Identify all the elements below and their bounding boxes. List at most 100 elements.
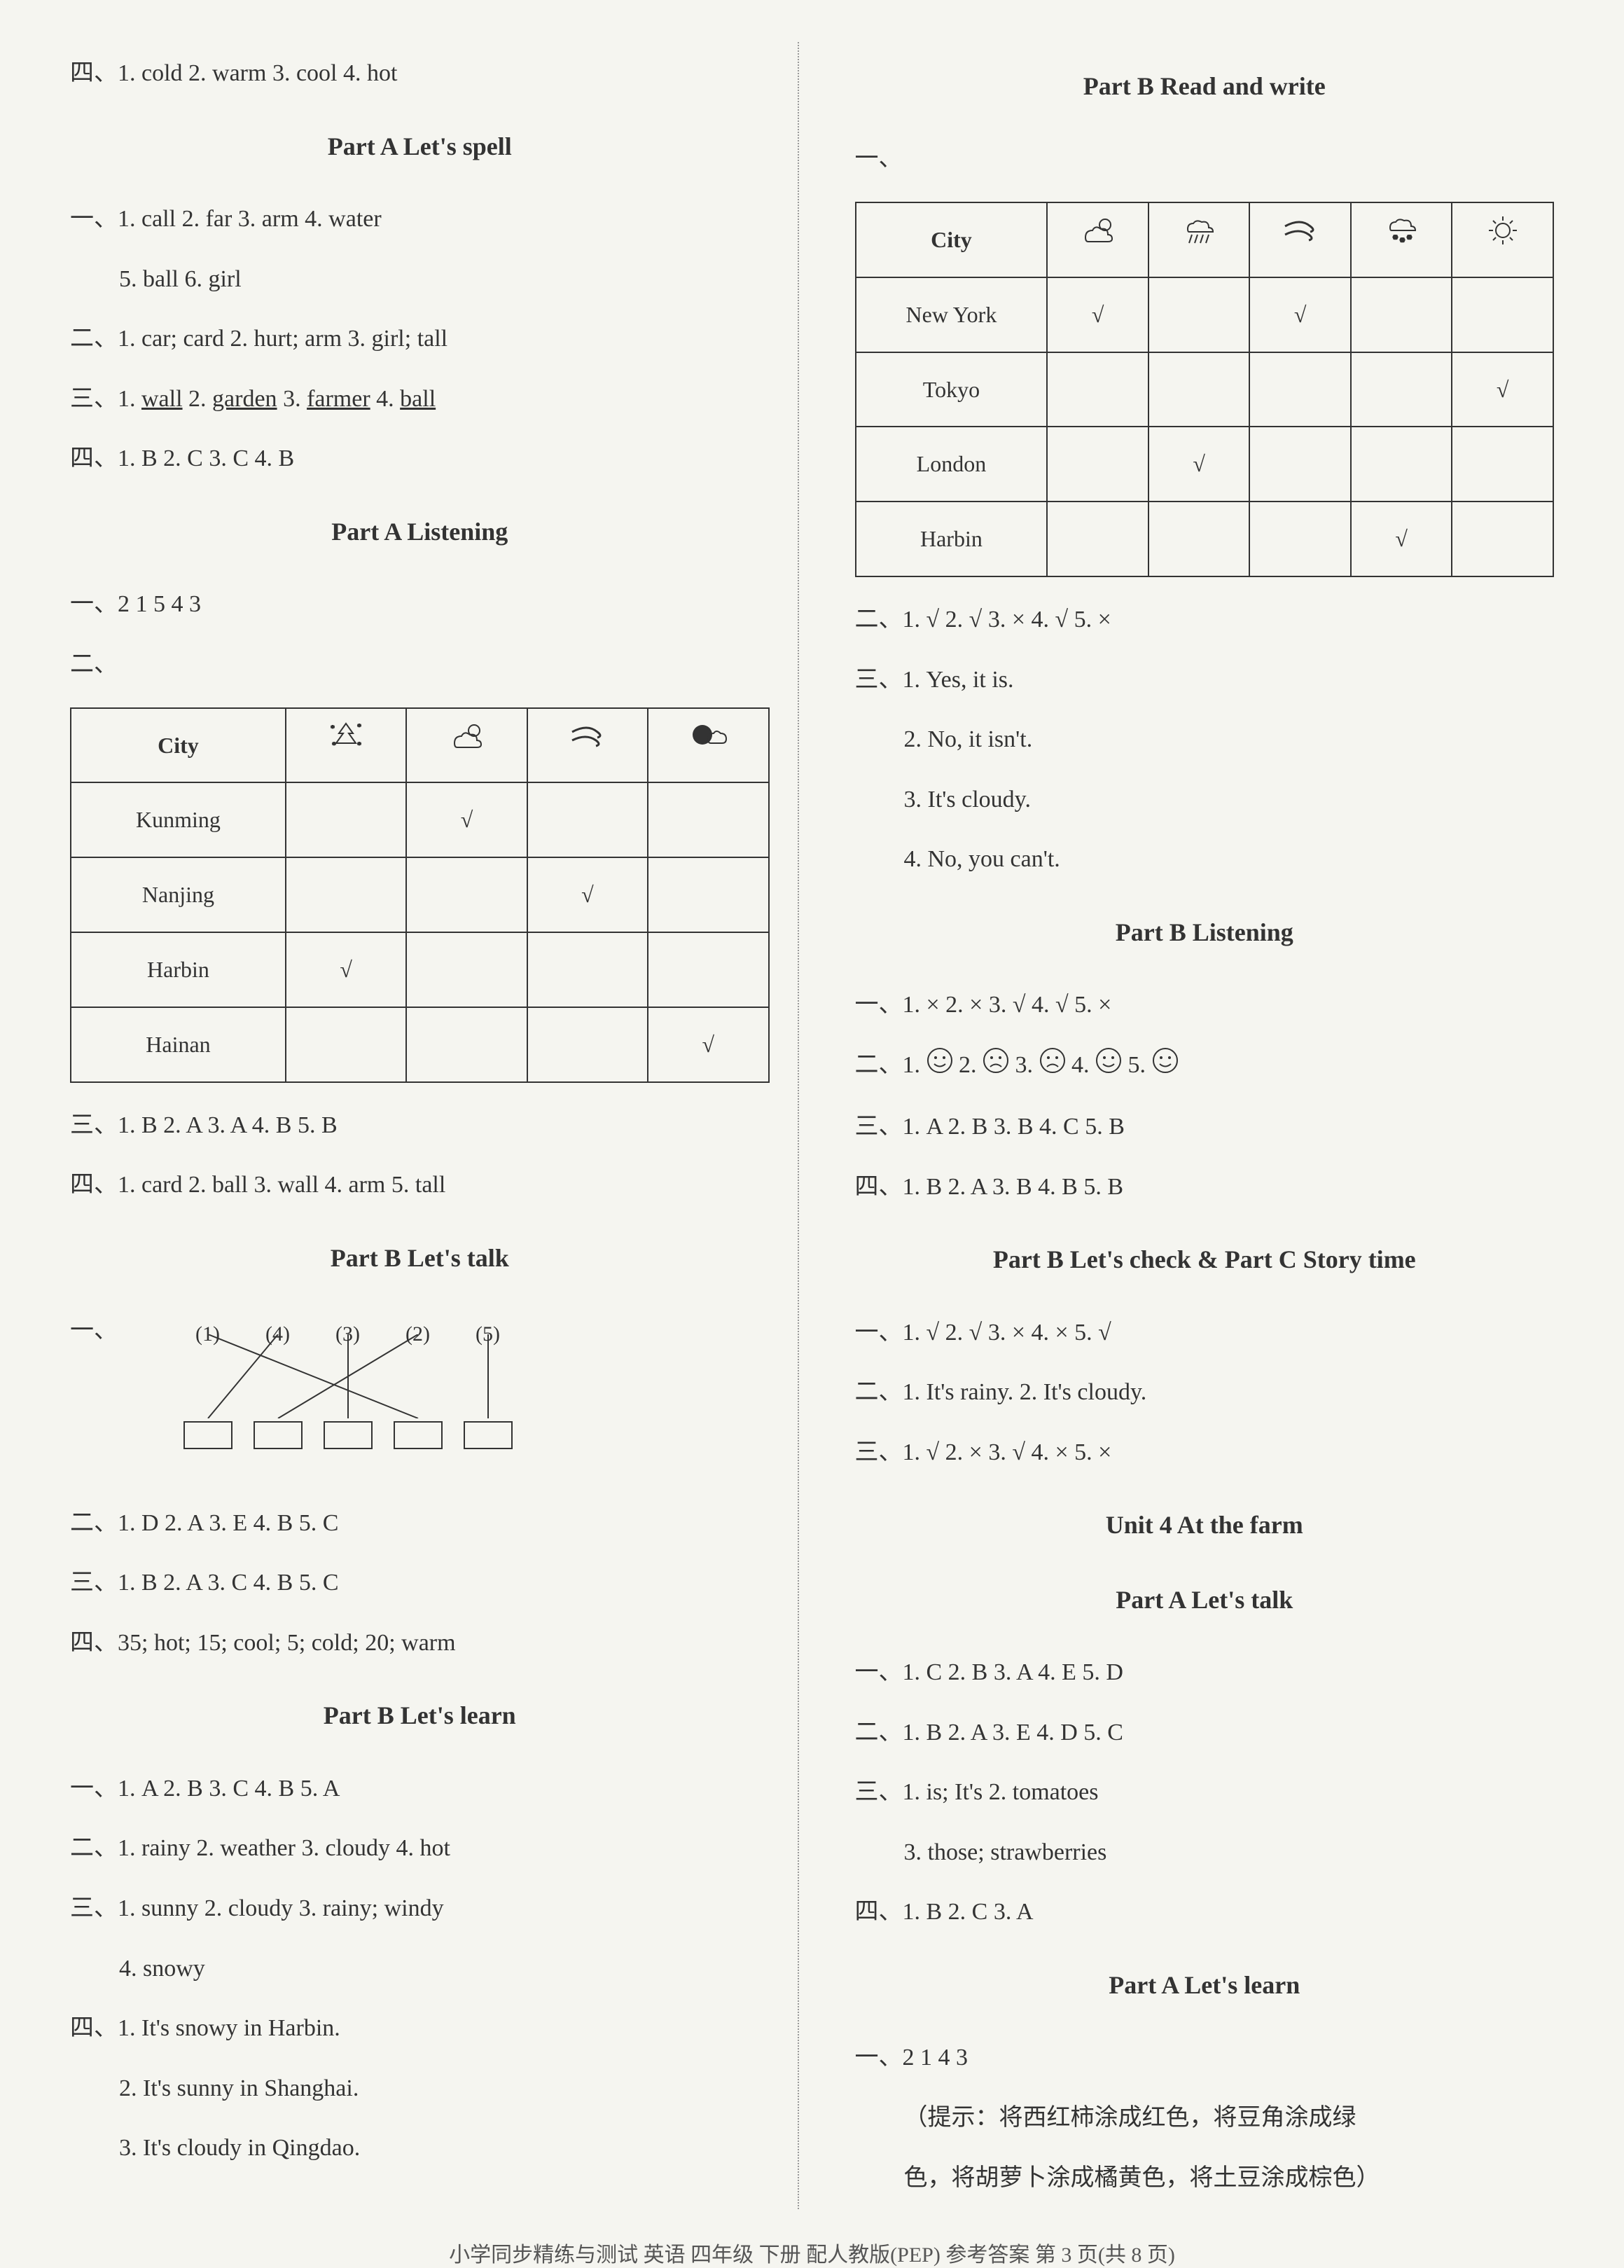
answer-line: 一、 <box>855 130 1555 188</box>
table-row: Harbin√ <box>856 502 1554 576</box>
table-header: City <box>856 202 1048 277</box>
cloud-sun-icon <box>446 733 488 758</box>
answer-line-faces: 二、1. 2. 3. 4. 5. <box>855 1037 1555 1095</box>
answer-line: 3. It's cloudy. <box>855 771 1555 829</box>
table-row: Hainan√ <box>71 1007 769 1082</box>
weather-icon-header <box>406 708 527 783</box>
svg-text:*: * <box>1407 234 1412 244</box>
answer-line: 色，将胡萝卜涂成橘黄色，将土豆涂成棕色） <box>855 2150 1555 2207</box>
answer-line: 一、1. C 2. B 3. A 4. E 5. D <box>855 1644 1555 1701</box>
answer-line: 2. No, it isn't. <box>855 711 1555 768</box>
svg-text:*: * <box>1400 237 1405 247</box>
section-title: Part B Let's check & Part C Story time <box>855 1229 1555 1289</box>
sun-icon <box>1482 227 1524 252</box>
happy-face-icon <box>1095 1038 1122 1095</box>
svg-text:*: * <box>331 723 335 733</box>
section-title: Part A Let's learn <box>855 1955 1555 2015</box>
answer-line: 3. those; strawberries <box>855 1824 1555 1881</box>
wind-icon <box>1279 227 1321 252</box>
answer-line: 三、1. √ 2. × 3. √ 4. × 5. × <box>855 1424 1555 1481</box>
wind-icon <box>567 733 609 758</box>
weather-icon-header <box>648 708 768 783</box>
answer-line: 四、1. cold 2. warm 3. cool 4. hot <box>70 45 770 102</box>
weather-icon-header <box>1047 202 1148 277</box>
answer-line: 一、1. × 2. × 3. √ 4. √ 5. × <box>855 976 1555 1034</box>
answer-line: 一、1. √ 2. √ 3. × 4. × 5. √ <box>855 1304 1555 1362</box>
weather-icon-header: *** <box>1351 202 1452 277</box>
answer-line: 一、2 1 5 4 3 <box>70 576 770 633</box>
matching-diagram: (1)(4)(3)(2)(5) <box>159 1309 523 1449</box>
answer-line: 四、1. B 2. C 3. C 4. B <box>70 430 770 488</box>
sad-face-icon <box>983 1038 1009 1095</box>
table-row: Tokyo√ <box>856 352 1554 427</box>
rain-icon <box>1178 227 1220 252</box>
svg-text:*: * <box>1393 234 1398 244</box>
answer-line: 二、 <box>70 636 770 693</box>
answer-line: 一、1. A 2. B 3. C 4. B 5. A <box>70 1760 770 1818</box>
section-title: Part B Read and write <box>855 56 1555 116</box>
svg-text:*: * <box>357 721 361 731</box>
table-header: City <box>71 708 286 783</box>
answer-line: 四、35; hot; 15; cool; 5; cold; 20; warm <box>70 1614 770 1672</box>
table-row: New York√√ <box>856 277 1554 352</box>
answer-line: 四、1. B 2. C 3. A <box>855 1883 1555 1941</box>
section-title: Part B Let's talk <box>70 1228 770 1288</box>
answer-line: 二、1. √ 2. √ 3. × 4. √ 5. × <box>855 591 1555 649</box>
answer-line: 一、2 1 4 3 <box>855 2029 1555 2087</box>
answer-line: 四、1. It's snowy in Harbin. <box>70 2000 770 2057</box>
match-box <box>394 1421 443 1449</box>
answer-line: 三、1. Yes, it is. <box>855 651 1555 709</box>
weather-icon-header <box>1148 202 1250 277</box>
right-column: Part B Read and write 一、 City *** New Yo… <box>827 42 1555 2209</box>
page-footer: 小学同步精练与测试 英语 四年级 下册 配人教版(PEP) 参考答案 第 3 页… <box>70 2237 1554 2268</box>
answer-line: 三、1. B 2. A 3. A 4. B 5. B <box>70 1097 770 1154</box>
matching-prefix: 一、 <box>70 1302 118 1360</box>
answer-line: 二、1. It's rainy. 2. It's cloudy. <box>855 1364 1555 1421</box>
answer-line: 3. It's cloudy in Qingdao. zyjl.cn <box>70 2120 770 2177</box>
svg-text:*: * <box>357 740 361 749</box>
snow-tree-icon: **** <box>325 733 367 758</box>
table-header-row: City * * * * <box>71 708 769 783</box>
section-title: Part B Listening <box>855 902 1555 962</box>
match-box <box>183 1421 233 1449</box>
svg-text:*: * <box>332 740 336 749</box>
weather-icon-header: * * * * <box>286 708 406 783</box>
answer-line: 二、1. B 2. A 3. E 4. D 5. C <box>855 1704 1555 1762</box>
weather-icon-header <box>1249 202 1351 277</box>
match-box <box>324 1421 373 1449</box>
answer-line: 二、1. D 2. A 3. E 4. B 5. C <box>70 1495 770 1552</box>
answer-line: 4. snowy <box>70 1940 770 1998</box>
snow-cloud-icon: *** <box>1380 227 1422 252</box>
answer-line: 2. It's sunny in Shanghai. <box>70 2060 770 2117</box>
answer-line: 4. No, you can't. <box>855 831 1555 888</box>
happy-face-icon <box>1152 1038 1179 1095</box>
table-row: Nanjing√ <box>71 857 769 932</box>
weather-icon-header <box>1452 202 1553 277</box>
table-row: Kunming√ <box>71 782 769 857</box>
section-title: Part A Let's talk <box>855 1570 1555 1630</box>
table-header-row: City *** <box>856 202 1554 277</box>
answer-line: 一、1. call 2. far 3. arm 4. water <box>70 191 770 248</box>
section-title: Part A Listening <box>70 502 770 562</box>
answer-line: 5. ball 6. girl <box>70 251 770 308</box>
answer-line: 三、1. B 2. A 3. C 4. B 5. C zyjl.cn <box>70 1554 770 1612</box>
match-lines <box>159 1334 523 1418</box>
match-box <box>464 1421 513 1449</box>
answer-line: 三、1. sunny 2. cloudy 3. rainy; windy <box>70 1880 770 1937</box>
answer-line: （提示：将西红柿涂成红色，将豆角涂成绿 <box>855 2089 1555 2147</box>
answer-line: 二、1. rainy 2. weather 3. cloudy 4. hot <box>70 1820 770 1877</box>
sun-cloud-icon <box>687 733 729 758</box>
page: 四、1. cold 2. warm 3. cool 4. hot Part A … <box>70 42 1554 2209</box>
left-column: 四、1. cold 2. warm 3. cool 4. hot Part A … <box>70 42 799 2209</box>
weather-table-2: City *** New York√√ Tokyo√ London√ Harbi… <box>855 202 1555 577</box>
table-row: Harbin√ <box>71 932 769 1007</box>
answer-line: 四、1. B 2. A 3. B 4. B 5. B <box>855 1159 1555 1216</box>
weather-table-1: City * * * * Kunming√ Nanjing√ Harbin√ Hain… <box>70 707 770 1083</box>
answer-line: 三、1. A 2. B 3. B 4. C 5. B <box>855 1098 1555 1156</box>
section-title: Part B Let's learn <box>70 1685 770 1745</box>
answer-line: 三、1. wall 2. garden 3. farmer 4. ball <box>70 371 770 428</box>
happy-face-icon <box>926 1038 953 1095</box>
table-row: London√ <box>856 427 1554 502</box>
section-title: Unit 4 At the farm <box>855 1495 1555 1555</box>
answer-line: 三、1. is; It's 2. tomatoes <box>855 1764 1555 1821</box>
